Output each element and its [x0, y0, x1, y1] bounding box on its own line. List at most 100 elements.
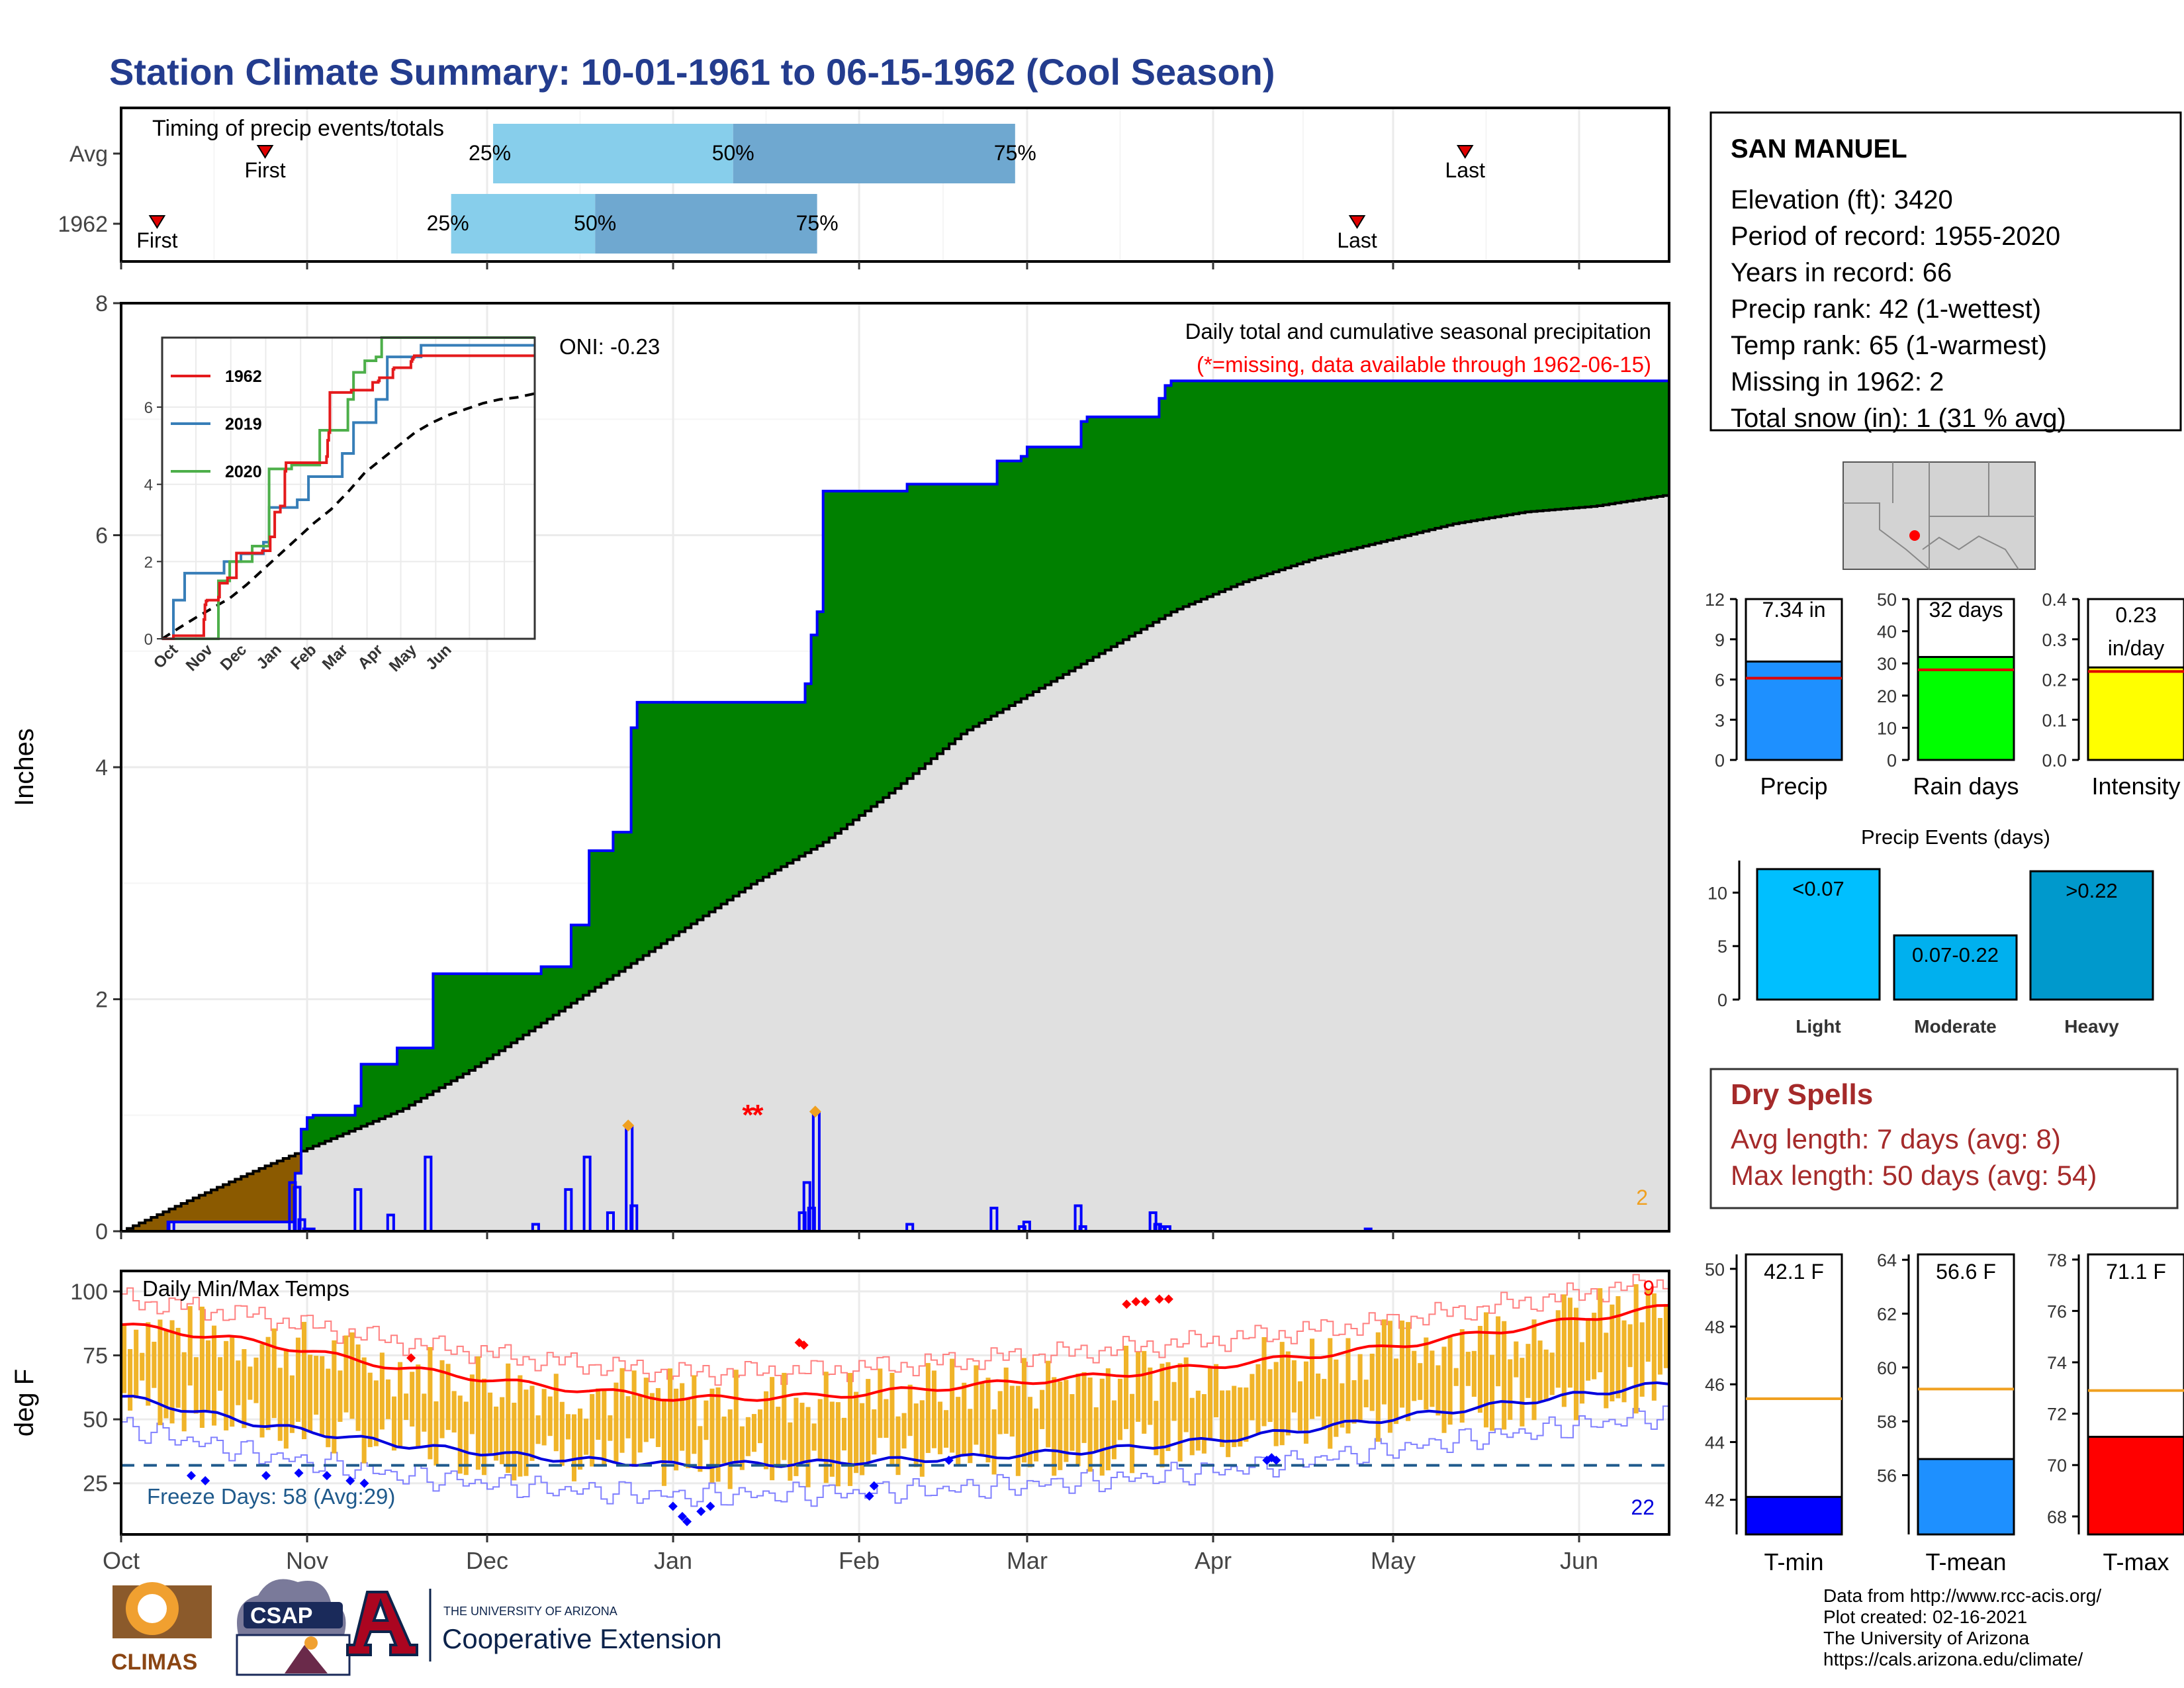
daily-temp-bar [1052, 1377, 1057, 1476]
summary-y-tick-label: 0 [1887, 751, 1897, 771]
daily-temp-bar [811, 1423, 817, 1451]
month-tick-label: Feb [839, 1547, 880, 1574]
daily-temp-bar [674, 1388, 679, 1471]
record-high-count: 9 [1643, 1276, 1655, 1300]
daily-temp-bar [1117, 1378, 1123, 1440]
missing-data-marker: * [752, 1099, 764, 1131]
daily-temp-bar [439, 1360, 445, 1438]
timing-bar-q50-q75 [595, 194, 817, 254]
daily-temp-bar [565, 1414, 570, 1440]
daily-temp-bar [956, 1397, 961, 1467]
daily-temp-bar [169, 1320, 175, 1424]
summary-y-tick-label: 12 [1705, 590, 1725, 610]
daily-temp-bar [1537, 1340, 1543, 1401]
dry-spells-title: Dry Spells [1731, 1078, 1873, 1111]
cumulative-1962-line [121, 379, 1669, 1233]
daily-temp-bar [1165, 1362, 1171, 1451]
daily-temp-bar [590, 1393, 595, 1467]
daily-temp-bar [823, 1372, 829, 1483]
daily-temp-bar [1148, 1367, 1153, 1425]
temp-summary-bar-label: T-max [2103, 1548, 2169, 1575]
seasonal-summary-bars: 0 3 6 9 12 7.34 in Precip 0 10 20 30 40 50 32 days Rai… [1705, 590, 2184, 800]
daily-temp-bar [301, 1321, 307, 1440]
daily-temp-bar [1021, 1358, 1026, 1463]
daily-temp-bar [187, 1306, 193, 1386]
locator-map [1843, 461, 2036, 570]
record-low-marker [186, 1471, 196, 1481]
station-line: Elevation (ft): 3420 [1731, 185, 1953, 214]
temp-summary-bar [1917, 1458, 2015, 1536]
summary-y-tick-label: 0.0 [2042, 751, 2067, 771]
daily-temp-bar [391, 1396, 397, 1451]
month-tick-label: Nov [286, 1547, 328, 1574]
daily-precip-bar [811, 1111, 821, 1233]
record-low-line [121, 1405, 1669, 1507]
daily-temp-bar [1381, 1319, 1387, 1405]
temp-summary-y-tick-label: 70 [2047, 1456, 2067, 1476]
daily-temp-bar [991, 1409, 997, 1475]
daily-temp-bar [680, 1383, 685, 1451]
snow-marker [622, 1119, 635, 1132]
temp-summary-y-tick-label: 72 [2047, 1405, 2067, 1425]
daily-temp-bar [547, 1396, 553, 1436]
daily-precip-bar [166, 1220, 175, 1233]
event-bar-label: Light [1796, 1016, 1841, 1037]
daily-temp-bar [1424, 1337, 1429, 1410]
temp-summary-y-tick-label: 48 [1705, 1317, 1725, 1337]
temp-y-label: deg F [10, 1369, 39, 1436]
daily-temp-bar [1549, 1352, 1555, 1395]
inset-legend-label: 2020 [225, 463, 262, 481]
temp-summary-y-tick-label: 76 [2047, 1301, 2067, 1321]
daily-temp-bar [181, 1352, 187, 1432]
daily-temp-bar [1303, 1361, 1309, 1444]
daily-temp-bar [541, 1389, 547, 1446]
daily-temp-bar [211, 1325, 217, 1426]
daily-temp-bar [1297, 1381, 1302, 1431]
daily-temp-bar [649, 1393, 655, 1439]
summary-y-tick-label: 0.1 [2042, 710, 2067, 730]
daily-temp-bar [242, 1349, 247, 1429]
event-bar [1756, 868, 1881, 1001]
record-high-marker [406, 1353, 416, 1363]
summary-y-tick-label: 0 [1715, 751, 1725, 771]
daily-temp-bar [637, 1395, 643, 1453]
daily-temp-bar [1261, 1336, 1267, 1427]
daily-temp-bar [410, 1372, 415, 1427]
daily-temp-bar [1310, 1338, 1315, 1419]
daily-temp-bar [122, 1325, 127, 1393]
daily-temp-bar [1183, 1357, 1189, 1432]
timing-title: Timing of precip events/totals [152, 116, 444, 141]
daily-temp-bar [1244, 1387, 1249, 1442]
summary-bar-label: Intensity [2091, 773, 2180, 800]
daily-temp-bar [745, 1417, 751, 1456]
temp-summary-bar [1745, 1495, 1843, 1536]
precip-header: Daily total and cumulative seasonal prec… [1185, 319, 1651, 344]
daily-temp-bar [1105, 1368, 1111, 1471]
logos: CLIMAS CSAP THE UNIVERSITY OF ARIZONA Co… [111, 1579, 722, 1676]
daily-temp-bar [1093, 1407, 1099, 1452]
ua-small-text: THE UNIVERSITY OF ARIZONA [443, 1605, 617, 1618]
events-y-tick-label: 0 [1717, 990, 1727, 1010]
daily-temp-bar [782, 1372, 787, 1460]
daily-temp-bar [1490, 1354, 1495, 1431]
daily-temp-bar [1154, 1401, 1159, 1456]
daily-temp-bar [218, 1357, 223, 1391]
daily-temp-bar [529, 1385, 535, 1461]
summary-y-tick-label: 30 [1877, 654, 1897, 674]
temp-summary-y-tick-label: 64 [1877, 1250, 1897, 1270]
daily-temp-bar [1453, 1368, 1459, 1386]
daily-temp-bar [962, 1382, 967, 1454]
daily-temp-bar [1064, 1380, 1069, 1462]
daily-temp-bar [205, 1340, 210, 1411]
record-low-marker [359, 1478, 369, 1488]
summary-value-label: 32 days [1929, 598, 2003, 622]
daily-temp-bar [1328, 1338, 1333, 1449]
daily-temp-bar [1003, 1367, 1009, 1434]
station-location-marker [1909, 530, 1920, 541]
daily-temp-bar [1651, 1293, 1657, 1401]
inset-frame [161, 336, 536, 640]
timing-q25-label: 25% [427, 211, 469, 235]
temp-summary-value-label: 56.6 F [1936, 1260, 1996, 1284]
temp-summary-y-tick-label: 56 [1877, 1466, 1897, 1486]
